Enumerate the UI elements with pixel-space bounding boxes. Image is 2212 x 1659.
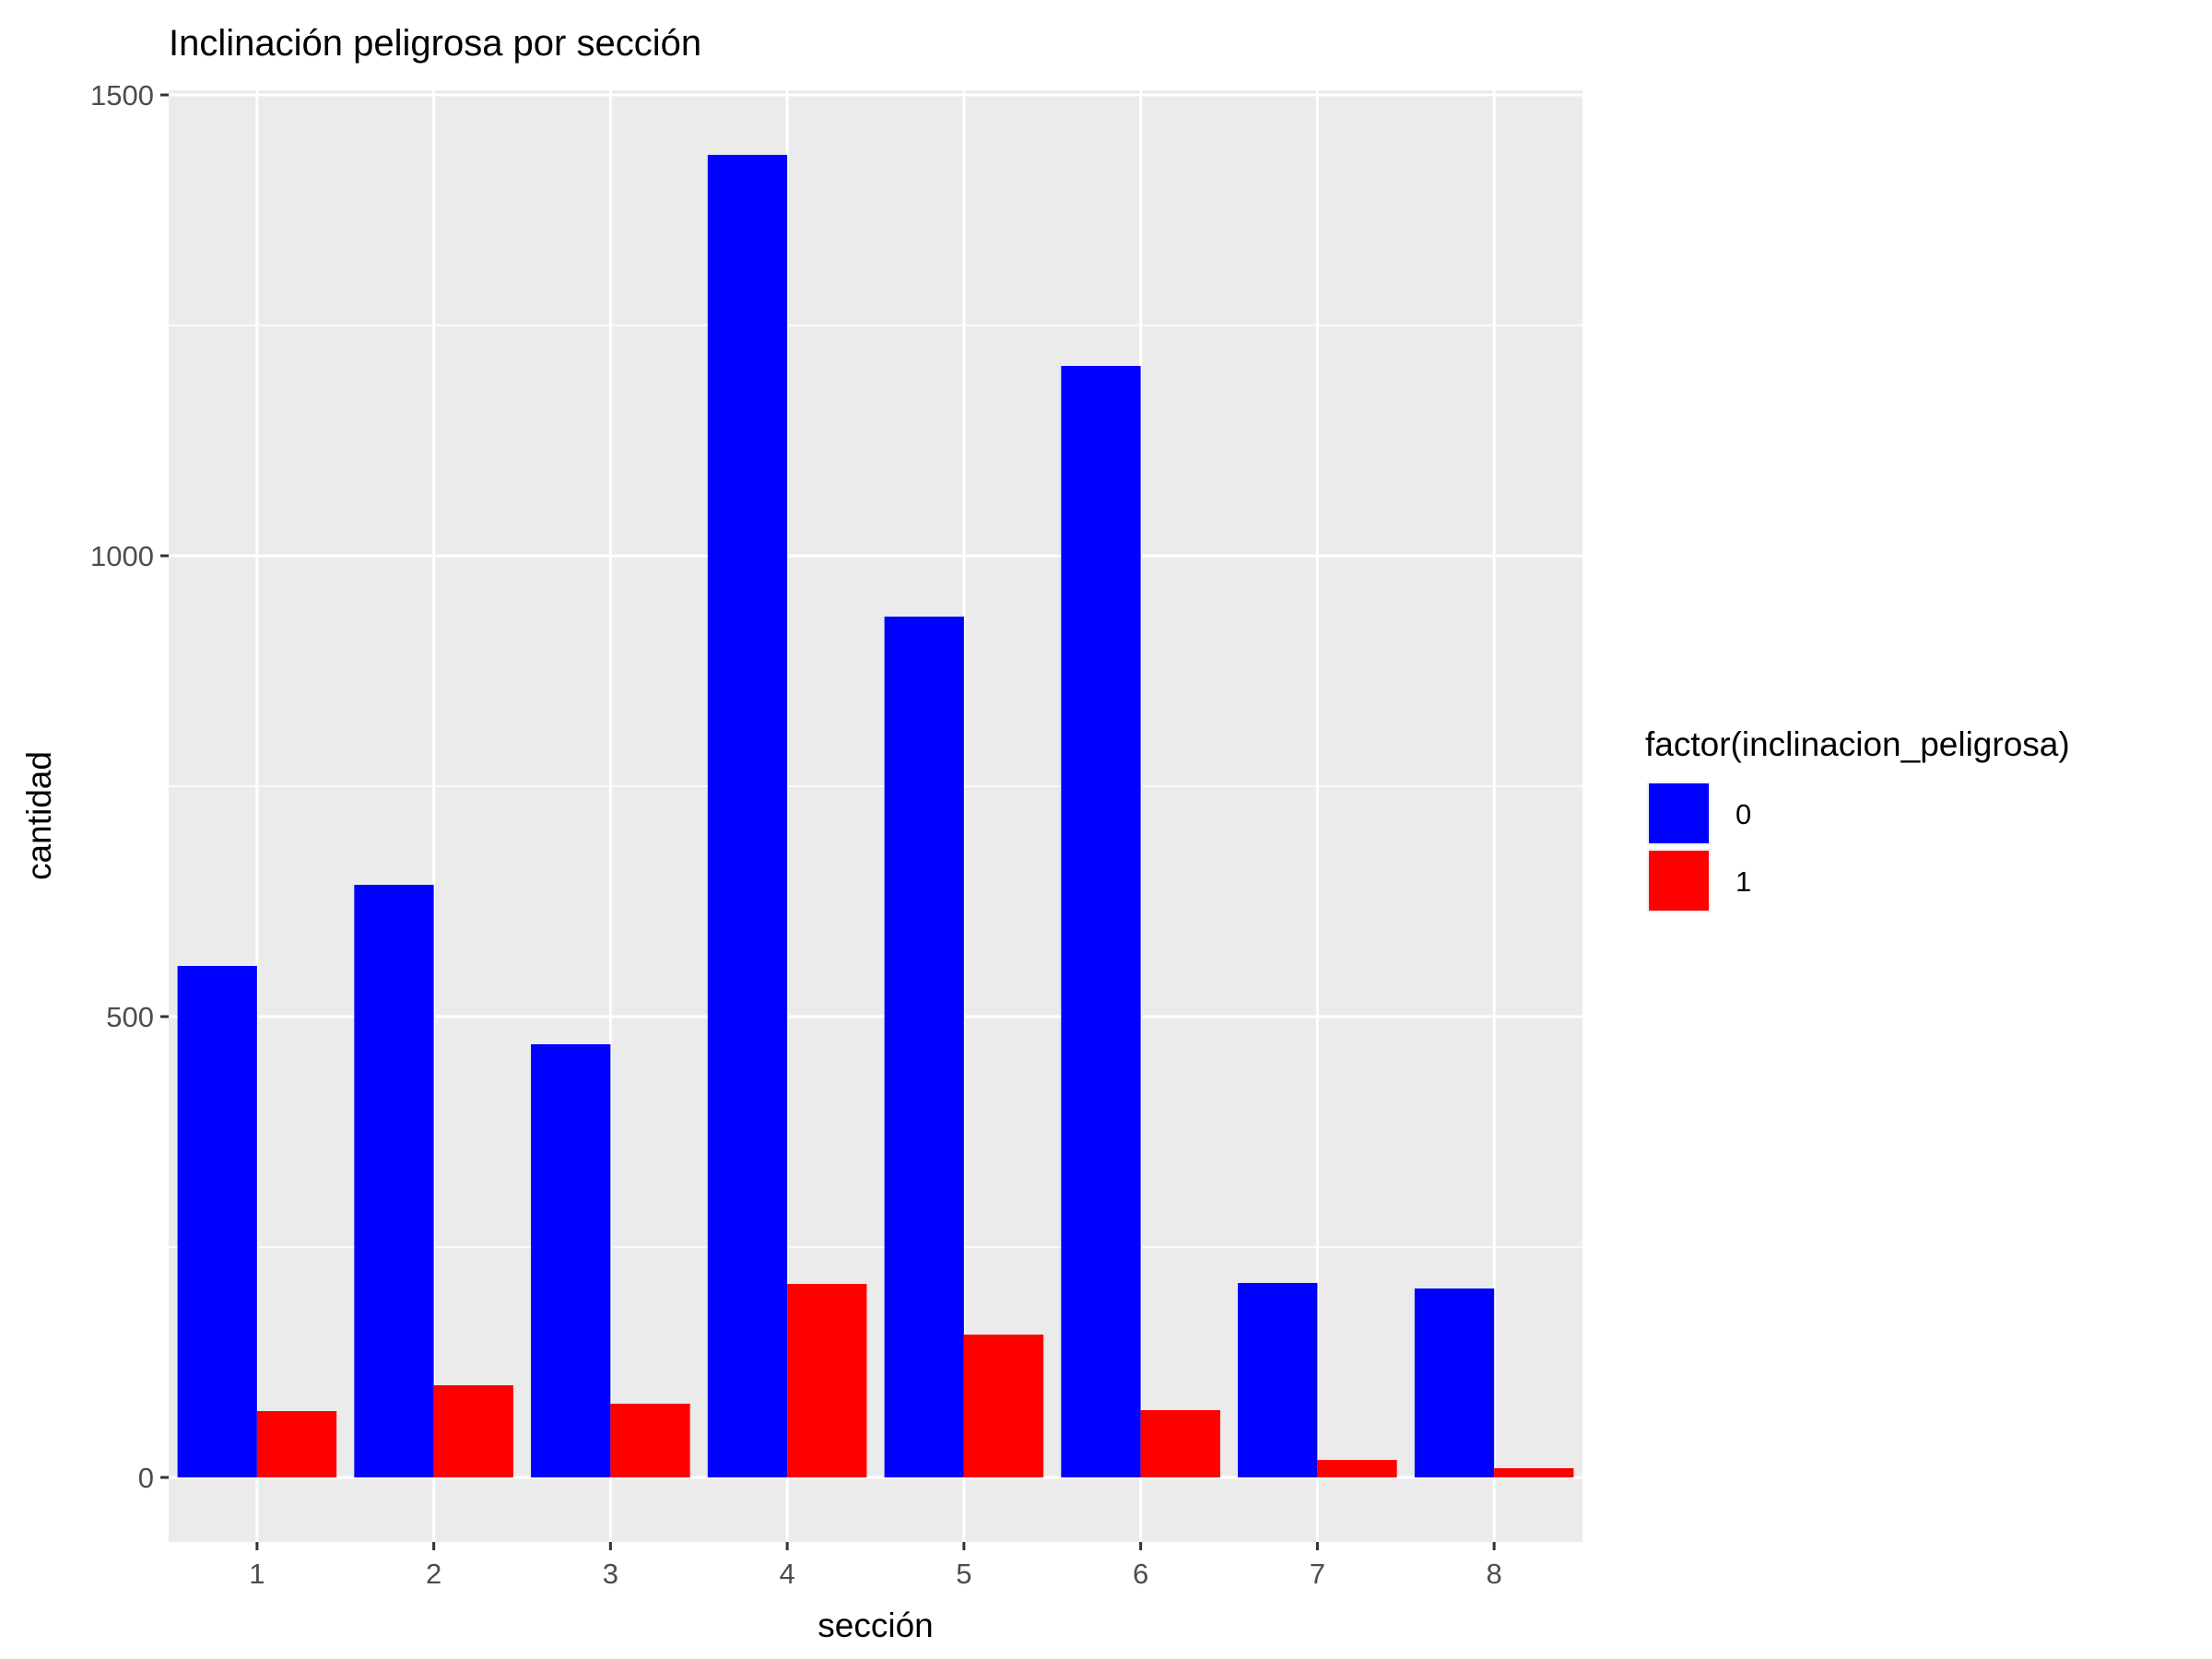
y-tick-label: 1000 — [90, 540, 154, 572]
y-tick-label: 1500 — [90, 79, 154, 112]
bar-series-1-cat-2 — [433, 1385, 513, 1477]
bars — [177, 155, 1574, 1477]
x-tick-label: 6 — [1133, 1558, 1148, 1590]
x-axis: 1 2 3 4 5 6 7 8 — [249, 1542, 1502, 1590]
bar-series-0-cat-4 — [707, 155, 788, 1477]
legend-title: factor(inclinacion_peligrosa) — [1645, 725, 2070, 763]
bar-series-0-cat-8 — [1414, 1288, 1495, 1477]
legend-label-1: 1 — [1735, 865, 1751, 898]
x-tick-label: 3 — [603, 1558, 618, 1590]
y-tick-label: 500 — [106, 1001, 154, 1033]
x-tick-label: 8 — [1487, 1558, 1502, 1590]
y-axis: 0 500 1000 1500 — [90, 79, 169, 1494]
legend-label-0: 0 — [1735, 798, 1751, 830]
x-tick-label: 1 — [249, 1558, 265, 1590]
bar-series-0-cat-1 — [177, 966, 257, 1477]
bar-series-0-cat-5 — [884, 617, 964, 1477]
bar-series-1-cat-5 — [963, 1335, 1044, 1477]
x-tick-label: 2 — [426, 1558, 441, 1590]
x-tick-label: 4 — [780, 1558, 795, 1590]
legend-key-0 — [1649, 783, 1709, 843]
x-tick-label: 5 — [956, 1558, 971, 1590]
bar-series-0-cat-2 — [354, 885, 434, 1477]
legend: factor(inclinacion_peligrosa) 01 — [1645, 725, 2070, 912]
bar-series-1-cat-4 — [787, 1284, 867, 1477]
x-tick-label: 7 — [1310, 1558, 1325, 1590]
bar-series-0-cat-3 — [531, 1044, 611, 1477]
y-tick-label: 0 — [138, 1462, 154, 1494]
legend-items: 01 — [1647, 782, 1751, 912]
bar-series-1-cat-7 — [1317, 1460, 1397, 1477]
bar-series-0-cat-6 — [1061, 366, 1141, 1477]
y-axis-title: cantidad — [20, 751, 58, 880]
chart-title: Inclinación peligrosa por sección — [169, 23, 701, 64]
bar-series-1-cat-3 — [610, 1404, 690, 1477]
x-axis-title: sección — [818, 1606, 933, 1644]
bar-series-1-cat-6 — [1140, 1410, 1220, 1477]
bar-series-1-cat-1 — [256, 1411, 337, 1477]
bar-series-1-cat-8 — [1494, 1468, 1574, 1477]
bar-series-0-cat-7 — [1238, 1283, 1318, 1477]
legend-key-1 — [1649, 851, 1709, 911]
